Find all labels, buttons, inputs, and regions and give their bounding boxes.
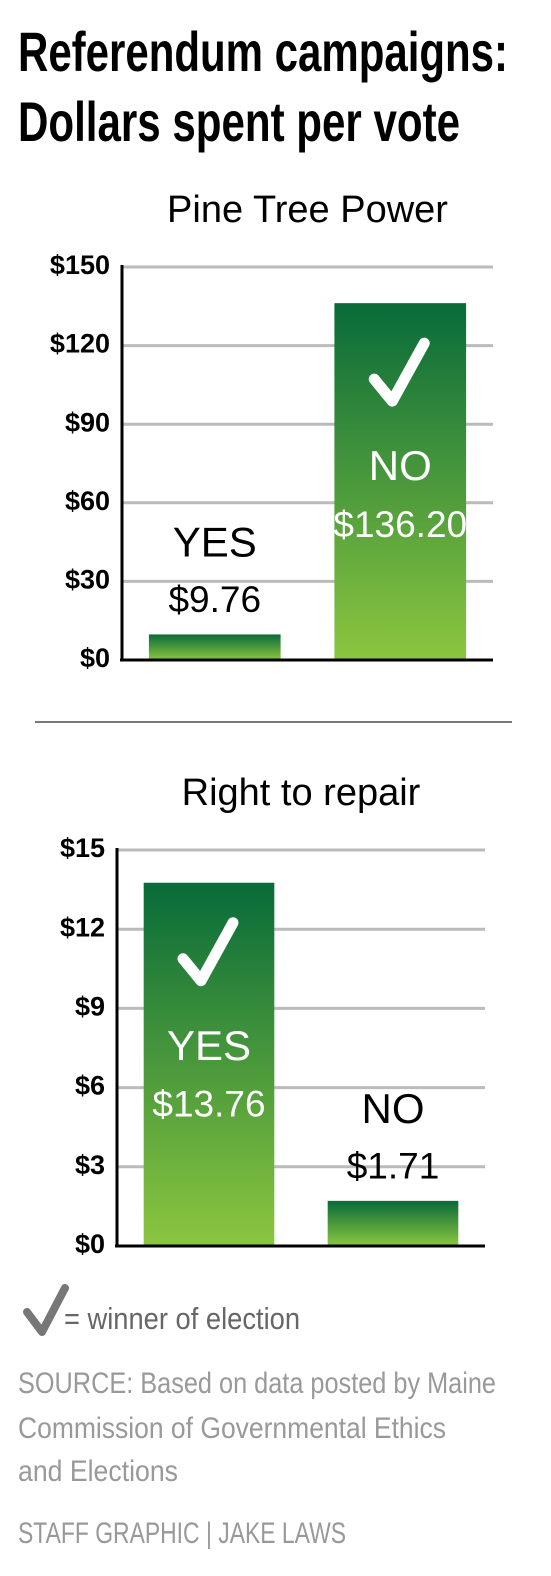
winner-check <box>177 917 239 987</box>
value-label: $9.76 <box>168 579 261 620</box>
y-tick-label: $90 <box>65 407 110 437</box>
y-tick-label: $15 <box>60 833 105 863</box>
y-tick-label: $30 <box>65 565 110 595</box>
chart-title: Pine Tree Power <box>167 189 448 231</box>
y-tick-label: $60 <box>65 486 110 516</box>
title-line: Dollars spent per vote <box>18 90 460 153</box>
bar <box>327 1200 459 1246</box>
check-icon <box>23 1284 69 1336</box>
bar <box>148 634 281 660</box>
bar <box>143 882 275 1246</box>
bar <box>334 303 467 660</box>
value-label: $1.71 <box>347 1146 440 1187</box>
value-label: $136.20 <box>333 504 467 545</box>
legend-note: = winner of election <box>64 1301 300 1336</box>
bar-category-label: YES <box>173 519 257 566</box>
y-tick-label: $3 <box>75 1150 105 1180</box>
y-tick-label: $12 <box>60 912 105 942</box>
source: and Elections <box>18 1455 178 1488</box>
bar-category-label: NO <box>362 1085 425 1132</box>
y-tick-label: $6 <box>75 1071 105 1101</box>
source: Commission of Governmental Ethics <box>18 1412 446 1445</box>
title-line: Referendum campaigns: <box>18 20 508 83</box>
source: SOURCE: Based on data posted by Maine <box>18 1367 496 1400</box>
y-tick-label: $0 <box>80 643 110 673</box>
y-tick-label: $120 <box>50 329 110 359</box>
bar-category-label: NO <box>369 442 432 489</box>
winner-check <box>368 337 430 407</box>
chart-title: Right to repair <box>182 772 421 814</box>
bar-category-label: YES <box>167 1022 251 1069</box>
y-tick-label: $0 <box>75 1229 105 1259</box>
value-label: $13.76 <box>152 1084 265 1125</box>
y-tick-label: $150 <box>50 250 110 280</box>
credit: STAFF GRAPHIC | JAKE LAWS <box>18 1517 346 1550</box>
y-tick-label: $9 <box>75 992 105 1022</box>
